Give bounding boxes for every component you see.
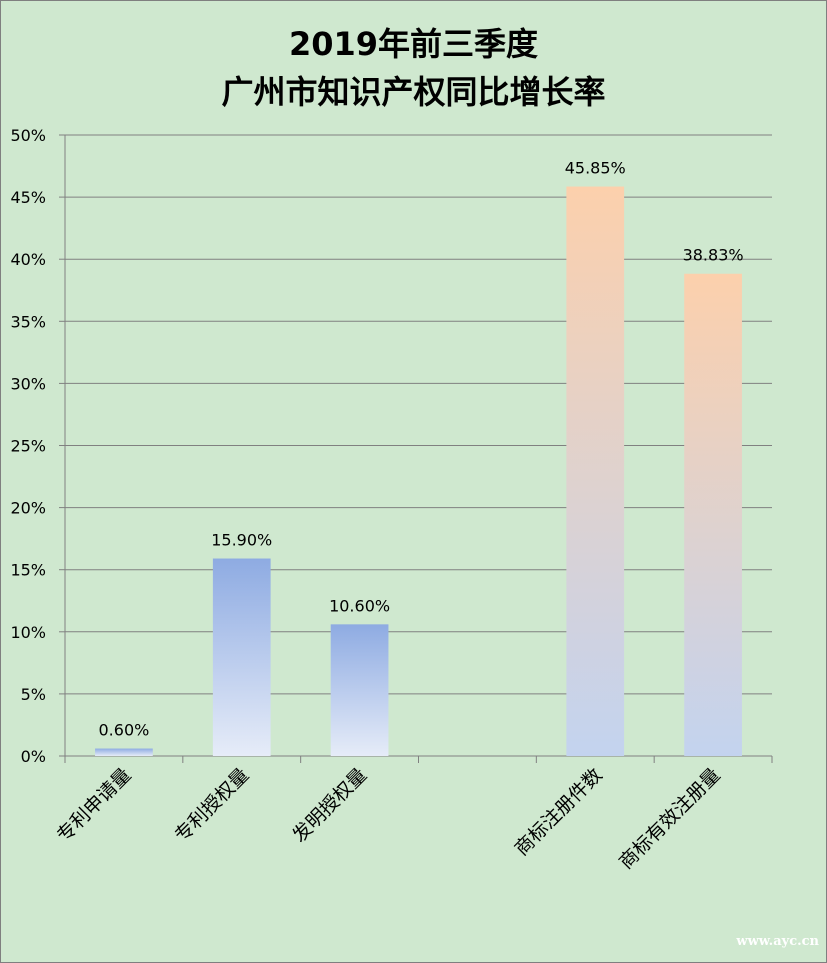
y-tick-label: 50%	[10, 126, 46, 145]
x-tick-label: 专利授权量	[171, 764, 254, 847]
data-label: 15.90%	[211, 531, 272, 550]
y-tick-label: 15%	[10, 561, 46, 580]
chart-title-line-2: 广州市知识产权同比增长率	[221, 73, 606, 111]
bar	[212, 558, 271, 756]
x-tick-label: 商标注册件数	[511, 764, 607, 860]
bar	[330, 624, 389, 756]
x-tick-label: 商标有效注册量	[615, 764, 725, 874]
y-tick-label: 10%	[10, 623, 46, 642]
y-tick-label: 45%	[10, 188, 46, 207]
bar	[566, 186, 625, 757]
chart-title: 2019年前三季度 广州市知识产权同比增长率	[0, 20, 827, 116]
y-tick-label: 25%	[10, 437, 46, 456]
data-label: 0.60%	[99, 721, 150, 740]
y-tick-label: 40%	[10, 250, 46, 269]
bar	[684, 273, 742, 756]
y-tick-label: 0%	[21, 747, 46, 766]
x-tick-label: 专利申请量	[53, 764, 136, 847]
data-label: 10.60%	[329, 596, 390, 615]
watermark: www.ayc.cn	[736, 934, 819, 949]
bar	[95, 748, 153, 756]
data-label: 45.85%	[565, 159, 626, 178]
y-tick-label: 30%	[10, 374, 46, 393]
chart-title-line-1: 2019年前三季度	[288, 25, 539, 63]
y-tick-label: 35%	[10, 312, 46, 331]
data-label: 38.83%	[683, 246, 744, 265]
y-tick-label: 20%	[10, 499, 46, 518]
x-tick-label: 发明授权量	[288, 764, 371, 847]
y-tick-label: 5%	[21, 685, 46, 704]
